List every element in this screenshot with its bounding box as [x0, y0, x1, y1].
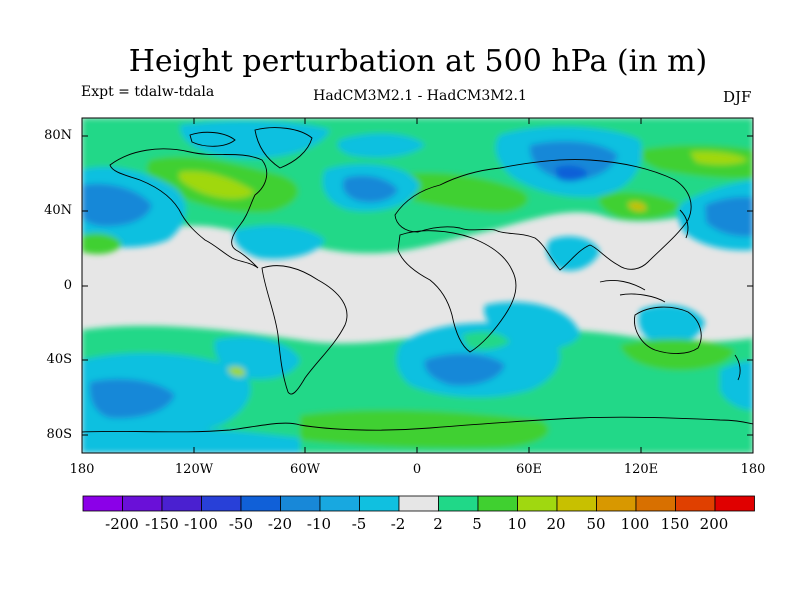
colorbar-swatch — [280, 495, 321, 512]
coastline-africa — [397, 230, 517, 353]
lon-tick-60w: 60W — [290, 462, 320, 477]
colorbar-label: -50 — [228, 515, 254, 533]
coastlines — [82, 127, 753, 433]
contour-lightblue-greenland — [180, 120, 330, 159]
contour-lightgreen-antarctic — [300, 410, 549, 449]
colorbar-label: 50 — [586, 515, 606, 533]
axis-ticks — [82, 118, 753, 453]
lon-tick-180w: 180 — [69, 462, 95, 477]
lat-tick-40n: 40N — [44, 203, 72, 218]
colorbar-label: -10 — [306, 515, 332, 533]
colorbar-swatch — [675, 495, 716, 512]
season-label: DJF — [723, 88, 752, 106]
coastline-indonesia — [599, 279, 666, 303]
contour-lightblue-arctic-europe — [337, 133, 425, 158]
coastline-eurasia — [394, 159, 692, 271]
contour-lightblue-se-pacific — [720, 361, 753, 410]
colorbar-label: 100 — [620, 515, 650, 533]
colorbar-swatch — [82, 495, 123, 512]
colorbar-swatch — [319, 495, 360, 512]
contour-lightgreen-eurasia — [395, 172, 529, 213]
colorbar-swatch — [240, 495, 281, 512]
colorbar — [82, 495, 755, 512]
contour-darkblue-siberia — [555, 165, 588, 182]
contour-blue-s-pacific — [89, 378, 175, 419]
contour-green-ring-africa — [462, 331, 510, 350]
contour-blue-n-pacific — [82, 183, 152, 227]
coastline-japan — [679, 209, 689, 239]
colorbar-label: -20 — [267, 515, 293, 533]
contour-blue-s-atlantic — [424, 353, 505, 386]
colorbar-label: 2 — [433, 515, 443, 533]
colorbar-swatch — [477, 495, 518, 512]
lon-tick-120e: 120E — [623, 462, 659, 477]
contour-lightblue-n-africa — [546, 236, 600, 271]
colorbar-swatch — [556, 495, 597, 512]
lat-tick-40s: 40S — [46, 352, 72, 367]
contour-blue-n-atlantic — [342, 175, 398, 203]
colorbar-swatch — [714, 495, 755, 512]
contour-mustard-east-asia — [628, 201, 647, 212]
colorbar-label: -5 — [351, 515, 367, 533]
coastline-australia — [634, 306, 702, 354]
coastline-north-america — [109, 148, 268, 269]
colorbar-swatch — [359, 495, 400, 512]
colorbar-swatch — [122, 495, 163, 512]
lon-tick-60e: 60E — [515, 462, 543, 477]
experiment-label: Expt = tdalw-tdala — [81, 84, 215, 100]
colorbar-swatch — [635, 495, 676, 512]
colorbar-label: 200 — [699, 515, 729, 533]
lat-tick-0: 0 — [63, 278, 72, 293]
colorbar-label: 5 — [472, 515, 482, 533]
contour-field — [82, 118, 753, 453]
coastline-arctic-islands — [189, 131, 236, 147]
coastline-greenland — [254, 127, 313, 169]
colorbar-swatch — [517, 495, 558, 512]
coastline-new-zealand — [734, 354, 741, 381]
coastline-antarctica — [82, 416, 753, 433]
models-label: HadCM3M2.1 - HadCM3M2.1 — [313, 88, 527, 104]
colorbar-label: -100 — [184, 515, 218, 533]
contour-yellowgreen-north-america — [178, 171, 255, 199]
contour-blue-siberia — [529, 141, 618, 181]
contour-lightblue-australia — [638, 304, 705, 346]
lon-tick-180e: 180 — [740, 462, 766, 477]
lon-tick-0: 0 — [412, 462, 422, 477]
contour-blue-nw-pacific — [705, 196, 753, 237]
contour-yellowgreen-s-pacific — [228, 366, 246, 377]
lon-tick-120w: 120W — [174, 462, 214, 477]
colorbar-swatch — [398, 495, 439, 512]
contour-lightblue-indian-ocean — [484, 301, 580, 349]
contour-lightgreen-w-pacific — [82, 233, 122, 255]
colorbar-label: -150 — [145, 515, 179, 533]
colorbar-swatch — [438, 495, 479, 512]
map-title: Height perturbation at 500 hPa (in m) — [128, 44, 708, 79]
map-panel — [81, 117, 754, 454]
colorbar-swatch — [596, 495, 637, 512]
lat-tick-80s: 80S — [46, 427, 72, 442]
lat-tick-80n: 80N — [44, 128, 72, 143]
colorbar-label: -2 — [390, 515, 406, 533]
colorbar-label: -200 — [105, 515, 139, 533]
contour-yellowgreen-arctic — [690, 151, 748, 165]
colorbar-label: 20 — [546, 515, 566, 533]
colorbar-label: 150 — [660, 515, 690, 533]
colorbar-swatch — [161, 495, 202, 512]
colorbar-label: 10 — [507, 515, 527, 533]
contour-lightblue-antarctic-bottom — [82, 426, 300, 453]
coastline-south-america — [261, 265, 348, 395]
colorbar-swatch — [201, 495, 242, 512]
contour-lightblue-caribbean — [233, 225, 325, 260]
